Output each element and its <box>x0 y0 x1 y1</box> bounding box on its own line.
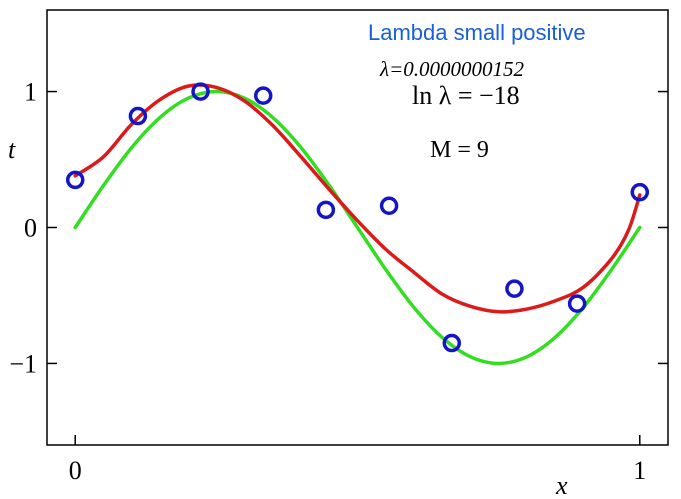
series-layer <box>73 83 642 366</box>
data-point <box>65 170 85 190</box>
data-point <box>253 86 273 105</box>
true-function-curve <box>73 89 642 366</box>
data-point <box>505 279 524 298</box>
x-tick-label: 1 <box>633 456 646 485</box>
data-point <box>379 196 399 215</box>
data-point <box>191 82 210 101</box>
y-axis-label: t <box>8 135 16 164</box>
x-axis-label: x <box>555 471 568 499</box>
y-tick-label: 0 <box>24 214 37 243</box>
data-point <box>316 200 336 220</box>
lambda-annotation: λ=0.0000000152 <box>379 57 525 81</box>
fitted-polynomial-curve <box>73 83 642 314</box>
x-tick-label: 0 <box>69 456 82 485</box>
chart-title: Lambda small positive <box>368 20 586 45</box>
data-point <box>442 333 462 353</box>
data-point <box>630 182 650 202</box>
m-annotation: M = 9 <box>430 137 489 163</box>
y-tick-label: 1 <box>24 78 37 107</box>
data-point <box>567 294 587 313</box>
points-layer <box>65 82 650 353</box>
y-tick-label: −1 <box>9 349 37 378</box>
ticks-group: 0 1 1 0 −1 <box>9 78 668 485</box>
data-point <box>128 106 148 126</box>
ln-lambda-annotation: ln λ = −18 <box>412 81 520 110</box>
